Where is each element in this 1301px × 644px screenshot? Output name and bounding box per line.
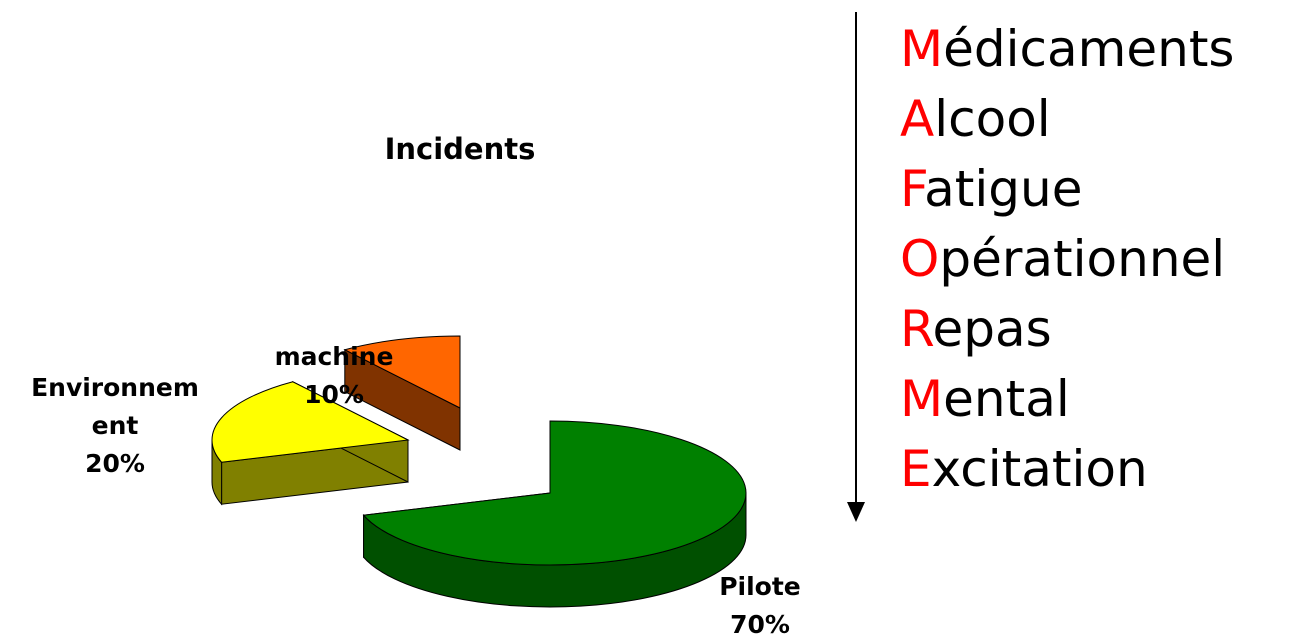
slice-label-machine: machine 10% — [274, 342, 394, 409]
acronym-initial: R — [900, 300, 933, 358]
acronym-initial: F — [900, 160, 925, 218]
acronym-item: Fatigue — [900, 154, 1234, 224]
acronym-word-rest: epas — [932, 300, 1052, 358]
pie-slice-environnement — [211, 380, 410, 506]
pie-slice-pilote — [362, 420, 747, 608]
acronym-item: Médicaments — [900, 14, 1234, 84]
acronym-initial: A — [900, 90, 935, 148]
acronym-initial: M — [900, 20, 944, 78]
chart-title: Incidents — [384, 132, 536, 166]
acronym-word-rest: édicaments — [943, 20, 1235, 78]
acronym-item: Mental — [900, 364, 1234, 434]
pie-chart — [211, 335, 747, 608]
acronym-word-rest: pérationnel — [939, 230, 1226, 288]
pie-slice-machine — [343, 335, 461, 451]
acronym-initial: E — [900, 440, 932, 498]
acronym-list: Médicaments Alcool Fatigue Opérationnel … — [900, 14, 1234, 504]
acronym-word-rest: lcool — [934, 90, 1051, 148]
acronym-word-rest: ental — [943, 370, 1070, 428]
acronym-item: Excitation — [900, 434, 1234, 504]
downward-arrow-line — [855, 12, 857, 504]
acronym-item: Repas — [900, 294, 1234, 364]
acronym-item: Alcool — [900, 84, 1234, 154]
slice-label-environnement: Environnem ent 20% — [31, 373, 199, 478]
arrow-down-icon — [847, 502, 865, 522]
acronym-item: Opérationnel — [900, 224, 1234, 294]
slice-label-pilote: Pilote 70% — [719, 572, 801, 639]
acronym-initial: O — [900, 230, 940, 288]
acronym-word-rest: atigue — [924, 160, 1083, 218]
acronym-word-rest: xcitation — [931, 440, 1148, 498]
acronym-initial: M — [900, 370, 944, 428]
